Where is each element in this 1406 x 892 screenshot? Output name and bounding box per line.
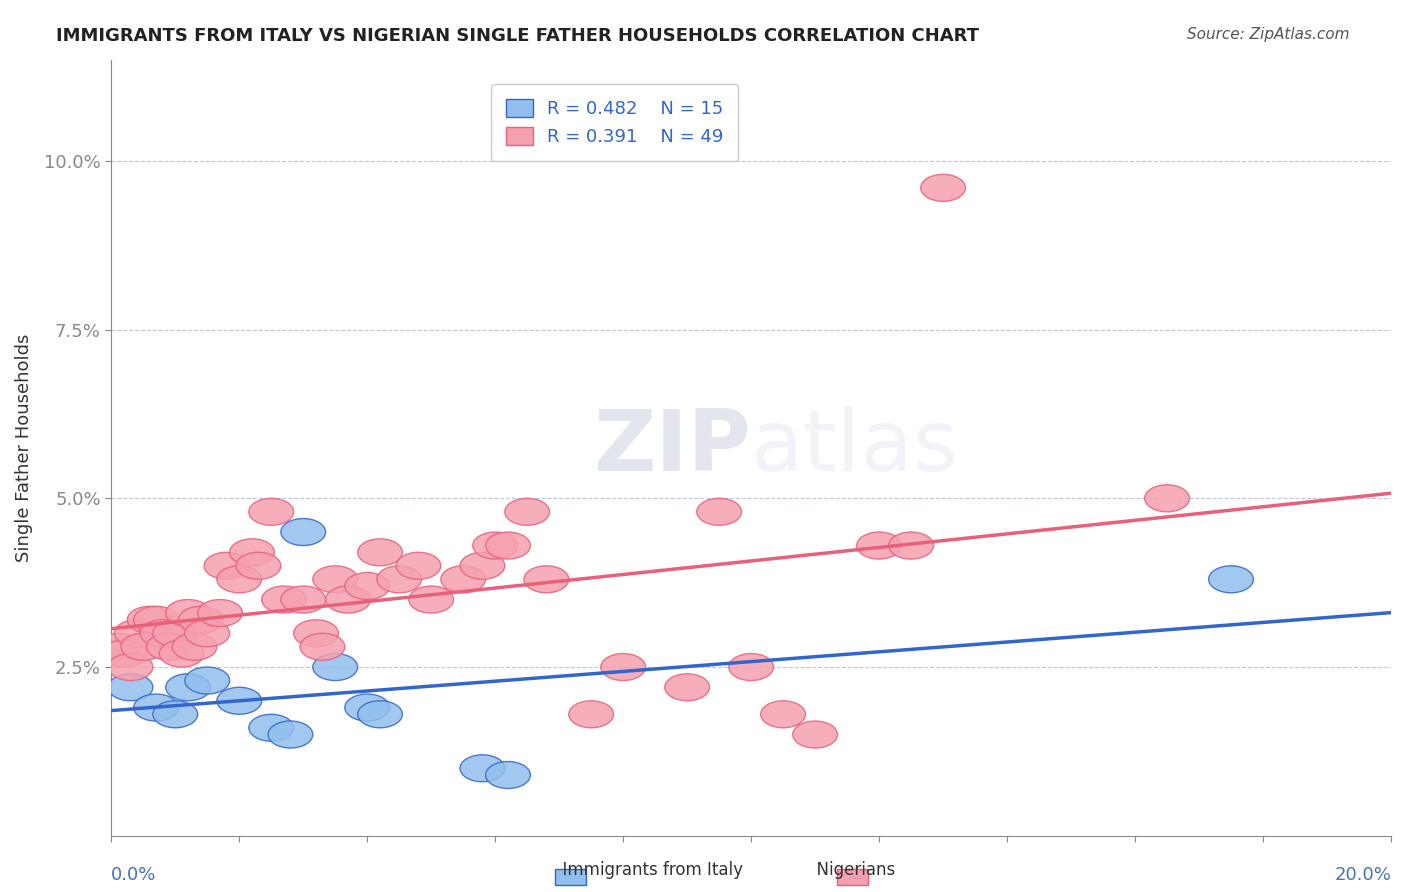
- Ellipse shape: [96, 633, 141, 660]
- Ellipse shape: [460, 552, 505, 579]
- Ellipse shape: [184, 620, 229, 647]
- Ellipse shape: [524, 566, 569, 593]
- Ellipse shape: [344, 694, 389, 721]
- Ellipse shape: [141, 620, 184, 647]
- Ellipse shape: [761, 701, 806, 728]
- Ellipse shape: [600, 654, 645, 681]
- Ellipse shape: [409, 586, 454, 613]
- Ellipse shape: [299, 633, 344, 660]
- Ellipse shape: [172, 633, 217, 660]
- Ellipse shape: [128, 607, 172, 633]
- Ellipse shape: [262, 586, 307, 613]
- Ellipse shape: [134, 607, 179, 633]
- Y-axis label: Single Father Households: Single Father Households: [15, 334, 32, 562]
- Ellipse shape: [179, 607, 224, 633]
- Ellipse shape: [198, 599, 242, 626]
- Ellipse shape: [217, 566, 262, 593]
- Ellipse shape: [269, 721, 312, 748]
- Ellipse shape: [793, 721, 838, 748]
- Ellipse shape: [697, 499, 741, 525]
- Ellipse shape: [485, 532, 530, 559]
- Text: IMMIGRANTS FROM ITALY VS NIGERIAN SINGLE FATHER HOUSEHOLDS CORRELATION CHART: IMMIGRANTS FROM ITALY VS NIGERIAN SINGLE…: [56, 27, 979, 45]
- Ellipse shape: [294, 620, 339, 647]
- Ellipse shape: [485, 762, 530, 789]
- Ellipse shape: [146, 633, 191, 660]
- Ellipse shape: [441, 566, 485, 593]
- Ellipse shape: [312, 654, 357, 681]
- Ellipse shape: [889, 532, 934, 559]
- Ellipse shape: [101, 640, 146, 667]
- Ellipse shape: [229, 539, 274, 566]
- Ellipse shape: [921, 174, 966, 202]
- Ellipse shape: [281, 518, 326, 546]
- Ellipse shape: [108, 654, 153, 681]
- Ellipse shape: [153, 620, 198, 647]
- Ellipse shape: [249, 714, 294, 741]
- Ellipse shape: [204, 552, 249, 579]
- Text: Source: ZipAtlas.com: Source: ZipAtlas.com: [1187, 27, 1350, 42]
- Ellipse shape: [326, 586, 370, 613]
- Ellipse shape: [344, 573, 389, 599]
- Ellipse shape: [472, 532, 517, 559]
- Text: 0.0%: 0.0%: [111, 866, 156, 884]
- Ellipse shape: [114, 620, 159, 647]
- Ellipse shape: [281, 586, 326, 613]
- Ellipse shape: [460, 755, 505, 781]
- Ellipse shape: [159, 640, 204, 667]
- Ellipse shape: [153, 701, 198, 728]
- Text: atlas: atlas: [751, 406, 959, 489]
- Ellipse shape: [217, 687, 262, 714]
- Ellipse shape: [249, 499, 294, 525]
- Ellipse shape: [134, 694, 179, 721]
- Ellipse shape: [121, 633, 166, 660]
- Ellipse shape: [1209, 566, 1253, 593]
- Ellipse shape: [1144, 485, 1189, 512]
- Ellipse shape: [665, 673, 710, 701]
- Ellipse shape: [312, 566, 357, 593]
- Ellipse shape: [357, 701, 402, 728]
- Ellipse shape: [184, 667, 229, 694]
- Ellipse shape: [505, 499, 550, 525]
- Ellipse shape: [357, 539, 402, 566]
- Ellipse shape: [396, 552, 441, 579]
- Text: 20.0%: 20.0%: [1334, 866, 1391, 884]
- Ellipse shape: [166, 673, 211, 701]
- Ellipse shape: [108, 673, 153, 701]
- Text: Immigrants from Italy              Nigerians: Immigrants from Italy Nigerians: [510, 861, 896, 879]
- Legend: R = 0.482    N = 15, R = 0.391    N = 49: R = 0.482 N = 15, R = 0.391 N = 49: [492, 84, 738, 161]
- Ellipse shape: [166, 599, 211, 626]
- Ellipse shape: [856, 532, 901, 559]
- Ellipse shape: [569, 701, 613, 728]
- Ellipse shape: [236, 552, 281, 579]
- Ellipse shape: [377, 566, 422, 593]
- Text: ZIP: ZIP: [593, 406, 751, 489]
- Ellipse shape: [728, 654, 773, 681]
